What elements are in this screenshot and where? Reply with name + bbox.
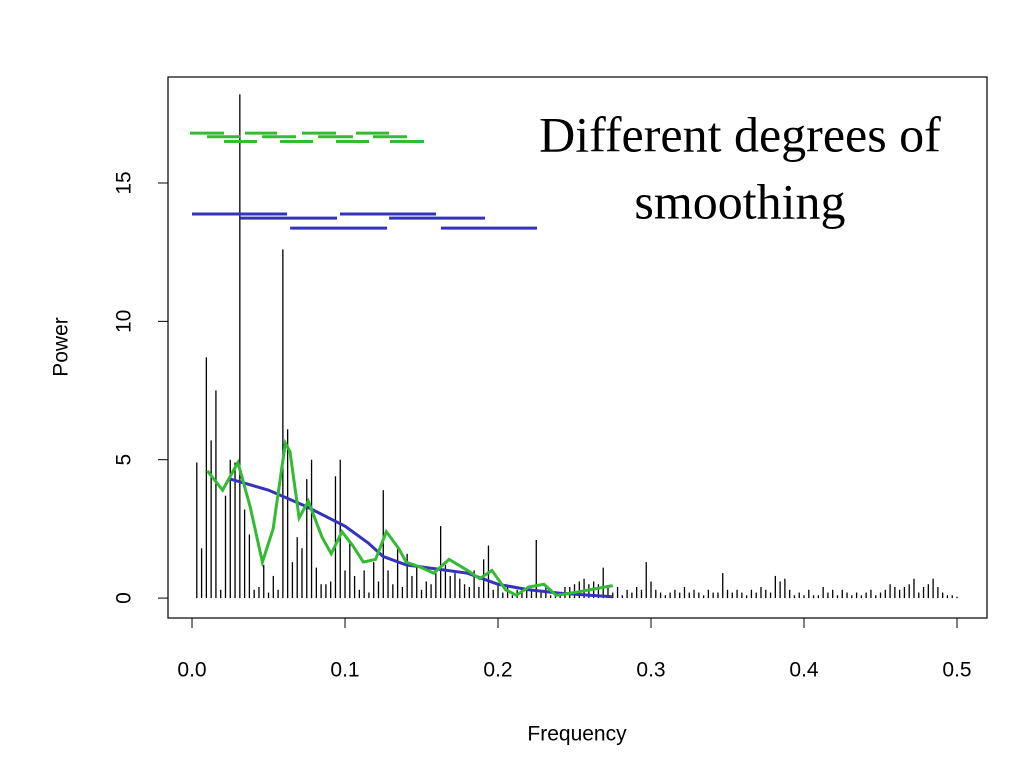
y-axis-label: Power <box>50 317 73 377</box>
smoothed-line <box>206 438 614 598</box>
y-tick-label: 10 <box>113 310 136 333</box>
y-tick-label: 0 <box>113 592 136 604</box>
x-tick-label: 0.3 <box>636 659 665 682</box>
x-tick-label: 0.2 <box>483 659 512 682</box>
x-tick-label: 0.5 <box>942 659 971 682</box>
x-tick-label: 0.4 <box>789 659 819 682</box>
y-tick-label: 15 <box>113 171 136 194</box>
annotation: smoothing <box>634 173 845 229</box>
x-tick-label: 0.1 <box>330 659 359 682</box>
x-tick-label: 0.0 <box>177 659 206 682</box>
x-axis-label: Frequency <box>527 723 627 746</box>
y-tick-label: 5 <box>113 454 136 466</box>
annotation: Different degrees of <box>539 106 941 162</box>
